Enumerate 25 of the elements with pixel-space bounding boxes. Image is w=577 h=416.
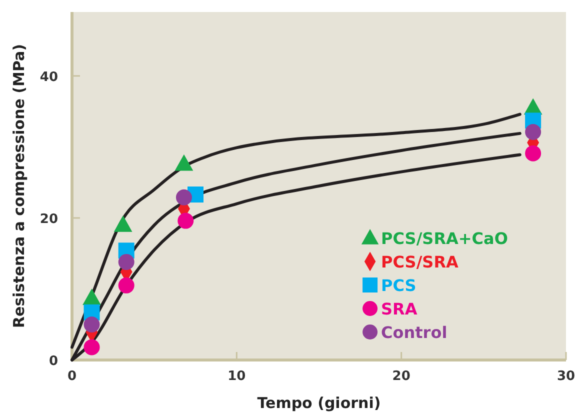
legend-label: SRA: [381, 300, 418, 318]
x-tick-label: 10: [228, 369, 246, 384]
point: [82, 288, 101, 306]
point: [176, 189, 192, 206]
x-axis-title: Tempo (giorni): [257, 394, 381, 412]
y-tick-label: 0: [48, 354, 58, 369]
point: [114, 215, 132, 232]
point: [118, 277, 134, 294]
x-tick-label: 0: [67, 369, 77, 384]
y-tick-label: 40: [40, 70, 58, 85]
legend-label: PCS/SRA+CaO: [381, 229, 508, 248]
x-tick-label: 30: [556, 369, 576, 384]
y-tick-label: 20: [40, 212, 58, 227]
legend-label: PCS: [381, 276, 416, 295]
legend-label: PCS/SRA: [381, 252, 460, 272]
point: [174, 154, 194, 171]
point: [525, 145, 542, 162]
legend-label: Control: [381, 323, 448, 342]
y-axis-title: Resistenza a compressione (MPa): [10, 44, 28, 328]
point: [525, 124, 542, 140]
point: [118, 254, 134, 270]
point: [84, 339, 100, 356]
point: [178, 212, 194, 229]
x-tick-label: 20: [392, 369, 410, 384]
point: [84, 316, 100, 332]
